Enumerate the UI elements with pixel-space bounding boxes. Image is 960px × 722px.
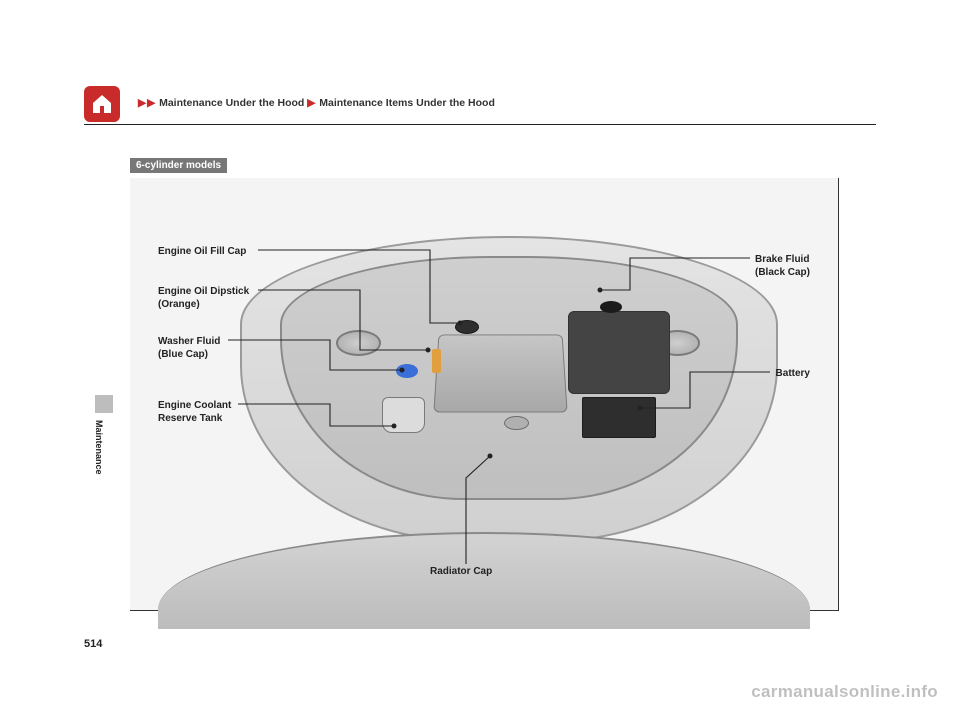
callout-text: Brake Fluid <box>755 254 809 265</box>
strut-tower-left <box>336 330 381 356</box>
callout-text: Reserve Tank <box>158 413 222 424</box>
section-marker <box>95 395 113 413</box>
callout-oil-fill-cap: Engine Oil Fill Cap <box>158 246 246 259</box>
coolant-reserve-tank <box>382 397 425 433</box>
air-intake-box <box>568 311 670 395</box>
page-number: 514 <box>84 638 102 650</box>
engine-compartment <box>280 256 738 500</box>
callout-text: (Orange) <box>158 299 200 310</box>
breadcrumb-arrow-icon: ▶ <box>147 97 155 109</box>
model-badge: 6-cylinder models <box>130 158 227 173</box>
model-badge-text: 6-cylinder models <box>136 160 221 171</box>
callout-engine-coolant: Engine Coolant Reserve Tank <box>158 400 231 425</box>
callout-text: Washer Fluid <box>158 336 220 347</box>
breadcrumb: ▶▶ Maintenance Under the Hood ▶ Maintena… <box>138 97 495 109</box>
callout-radiator-cap: Radiator Cap <box>430 566 492 579</box>
breadcrumb-seg-1: Maintenance Under the Hood <box>159 97 304 109</box>
callout-text: Engine Oil Fill Cap <box>158 246 246 257</box>
section-vertical-label: Maintenance <box>94 420 104 475</box>
callout-battery: Battery <box>776 368 810 381</box>
engine-bay-illustration <box>130 178 838 610</box>
callout-text: Engine Oil Dipstick <box>158 286 249 297</box>
house-glyph <box>90 92 114 116</box>
front-bumper <box>158 532 809 629</box>
oil-dipstick <box>432 349 441 373</box>
callout-text: Battery <box>776 368 810 379</box>
callout-brake-fluid: Brake Fluid (Black Cap) <box>755 254 810 279</box>
callout-oil-dipstick: Engine Oil Dipstick (Orange) <box>158 286 249 311</box>
engine-block <box>434 335 568 413</box>
breadcrumb-arrow-icon: ▶ <box>138 97 146 109</box>
watermark: carmanualsonline.info <box>751 682 938 702</box>
breadcrumb-seg-2: Maintenance Items Under the Hood <box>319 97 495 109</box>
battery <box>582 397 657 437</box>
breadcrumb-arrow-icon: ▶ <box>307 97 315 109</box>
callout-text: Radiator Cap <box>430 566 492 577</box>
callout-text: Engine Coolant <box>158 400 231 411</box>
callout-text: (Black Cap) <box>755 267 810 278</box>
home-icon[interactable] <box>84 86 120 122</box>
oil-fill-cap <box>455 320 480 334</box>
header-divider <box>84 124 876 125</box>
radiator-cap <box>504 416 529 430</box>
engine-diagram-figure: Engine Oil Fill Cap Engine Oil Dipstick … <box>130 178 839 611</box>
callout-text: (Blue Cap) <box>158 349 208 360</box>
washer-fluid-cap <box>396 364 419 378</box>
callout-washer-fluid: Washer Fluid (Blue Cap) <box>158 336 220 361</box>
